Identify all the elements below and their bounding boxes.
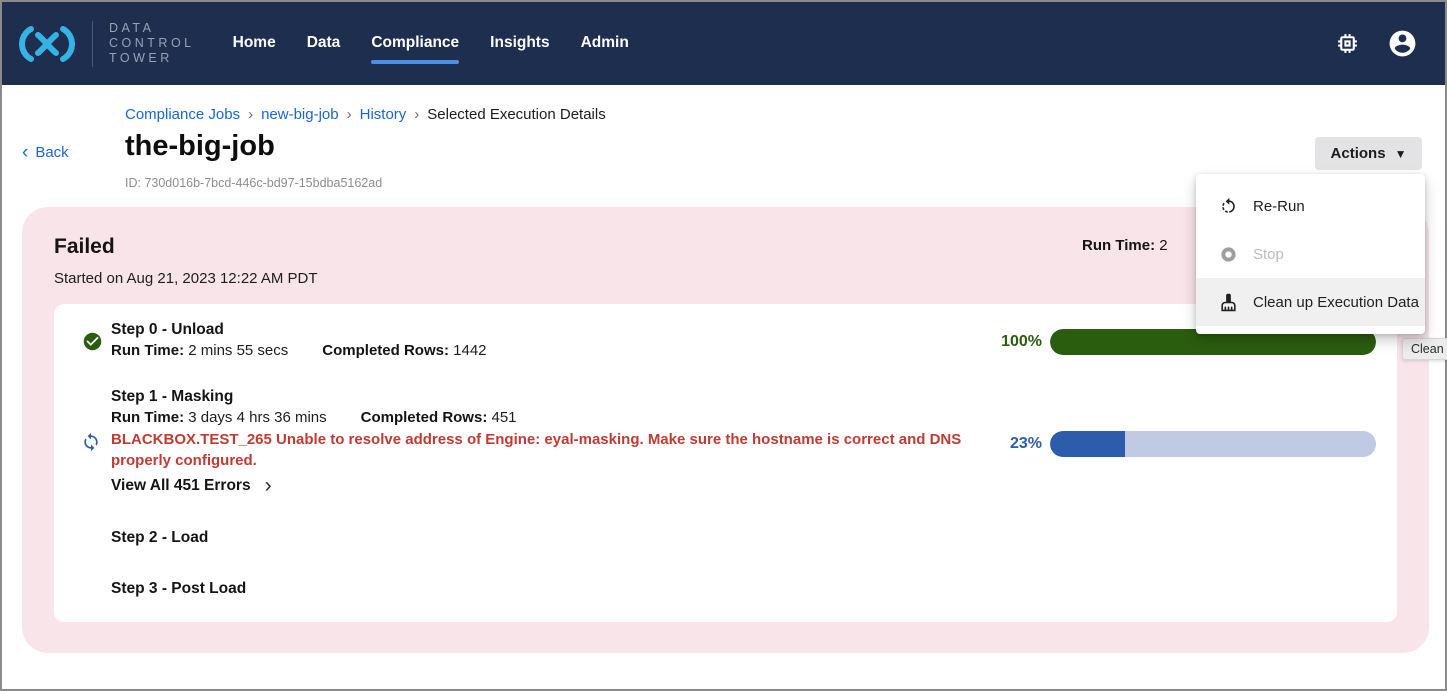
- stop-icon: [1218, 245, 1238, 264]
- breadcrumb-history[interactable]: History: [359, 106, 407, 123]
- step-0-completed-rows-label: Completed Rows:: [322, 342, 449, 359]
- step-1-completed-rows-label: Completed Rows:: [360, 409, 488, 426]
- breadcrumb: Compliance Jobs › new-big-job › History …: [125, 106, 606, 123]
- chevron-left-icon: ‹: [22, 142, 29, 163]
- menu-item-clean-up-label: Clean up Execution Data: [1253, 293, 1419, 311]
- step-1-progress-bar: [1050, 431, 1376, 457]
- rerun-icon: [1218, 197, 1238, 216]
- check-circle-icon: [82, 331, 103, 352]
- view-all-errors-label: View All 451 Errors: [111, 477, 251, 494]
- breadcrumb-compliance-jobs[interactable]: Compliance Jobs: [125, 106, 241, 123]
- run-time-label: Run Time:: [1082, 237, 1156, 254]
- breadcrumb-job-name[interactable]: new-big-job: [261, 106, 339, 123]
- api-chip-icon[interactable]: [1335, 31, 1360, 56]
- step-1-run-time-value: 3 days 4 hrs 36 mins: [188, 409, 327, 426]
- breadcrumb-separator: ›: [346, 106, 352, 123]
- back-button[interactable]: ‹ Back: [22, 142, 69, 163]
- step-1-title: Step 1 - Masking: [111, 388, 234, 405]
- step-0-run-time-label: Run Time:: [111, 342, 185, 359]
- delphix-logo-icon: [19, 25, 75, 62]
- actions-label: Actions: [1330, 145, 1386, 162]
- step-1-details: Run Time: 3 days 4 hrs 36 mins Completed …: [111, 409, 517, 426]
- sync-icon: [81, 432, 101, 452]
- logo-divider: [92, 20, 93, 67]
- step-1-run-time-label: Run Time:: [111, 409, 185, 426]
- main-nav: Home Data Compliance Insights Admin: [233, 24, 629, 64]
- page-title: the-big-job: [125, 130, 275, 162]
- top-navigation-bar: DATA CONTROL TOWER Home Data Compliance …: [2, 2, 1445, 85]
- step-3-title: Step 3 - Post Load: [111, 580, 247, 597]
- run-time-value: 2: [1159, 237, 1168, 254]
- step-0-progress-label: 100%: [1001, 333, 1042, 350]
- cleanup-broom-icon: [1218, 293, 1238, 312]
- execution-id: ID: 730d016b-7bcd-446c-bd97-15bdba5162ad: [125, 176, 383, 190]
- brand-logo: DATA CONTROL TOWER: [2, 20, 195, 67]
- brand-line-1: DATA: [109, 21, 155, 35]
- status-started-text: Started on Aug 21, 2023 12:22 AM PDT: [54, 270, 318, 287]
- step-1-progress-label: 23%: [1009, 435, 1042, 452]
- step-1-progress: 23%: [954, 431, 1384, 457]
- step-0-run-time-value: 2 mins 55 secs: [188, 342, 289, 359]
- step-0-details: Run Time: 2 mins 55 secs Completed Rows: …: [111, 342, 487, 359]
- menu-item-stop-label: Stop: [1253, 245, 1284, 263]
- brand-line-2: CONTROL: [109, 36, 195, 50]
- clean-up-tooltip: Clean up Execution Data: [1402, 338, 1447, 360]
- nav-right-icons: [1335, 28, 1445, 59]
- menu-item-re-run-label: Re-Run: [1253, 197, 1305, 215]
- menu-item-re-run[interactable]: Re-Run: [1196, 182, 1425, 230]
- breadcrumb-separator: ›: [248, 106, 254, 123]
- status-run-time: Run Time: 2: [1082, 237, 1168, 254]
- nav-item-compliance[interactable]: Compliance: [371, 24, 459, 64]
- caret-down-icon: ▼: [1394, 146, 1407, 161]
- nav-item-admin[interactable]: Admin: [580, 33, 629, 51]
- step-1-progress-fill: [1050, 431, 1125, 457]
- chevron-right-icon: ›: [264, 474, 272, 497]
- actions-dropdown-menu: Re-Run Stop Clean up Execution Data: [1196, 174, 1425, 334]
- menu-item-clean-up-execution-data[interactable]: Clean up Execution Data: [1196, 278, 1425, 326]
- execution-status-panel: Failed Started on Aug 21, 2023 12:22 AM …: [22, 207, 1429, 653]
- step-1-error-message: BLACKBOX.TEST_265 Unable to resolve addr…: [111, 431, 962, 469]
- status-badge: Failed: [54, 235, 115, 258]
- step-1-completed-rows-value: 451: [491, 409, 517, 426]
- view-all-errors-link[interactable]: View All 451 Errors ›: [111, 474, 272, 497]
- breadcrumb-current-page: Selected Execution Details: [427, 106, 606, 123]
- nav-item-home[interactable]: Home: [232, 33, 276, 51]
- nav-item-data[interactable]: Data: [306, 33, 341, 51]
- step-2-title: Step 2 - Load: [111, 529, 209, 546]
- brand-name: DATA CONTROL TOWER: [109, 21, 195, 66]
- steps-card: Step 0 - Unload Run Time: 2 mins 55 secs…: [54, 304, 1397, 622]
- step-0-completed-rows-value: 1442: [453, 342, 487, 359]
- menu-item-stop: Stop: [1196, 230, 1425, 278]
- breadcrumb-separator: ›: [414, 106, 420, 123]
- user-account-icon[interactable]: [1387, 28, 1418, 59]
- nav-item-insights[interactable]: Insights: [490, 33, 550, 51]
- step-0-title: Step 0 - Unload: [111, 321, 224, 338]
- brand-line-3: TOWER: [109, 51, 173, 65]
- actions-button[interactable]: Actions ▼: [1315, 137, 1422, 170]
- back-label: Back: [35, 144, 69, 161]
